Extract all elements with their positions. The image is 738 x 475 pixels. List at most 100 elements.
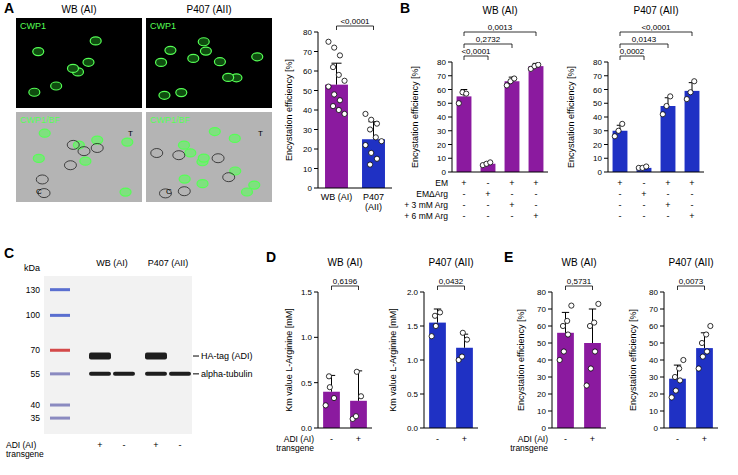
y-tick-label: 10 (303, 165, 312, 174)
cell (156, 58, 167, 66)
y-tick-label: 0.0 (407, 424, 419, 433)
data-point (432, 313, 437, 318)
y-tick (314, 428, 318, 429)
ladder-label: 40 (31, 400, 41, 410)
data-point (588, 366, 593, 371)
data-point (326, 374, 331, 379)
y-tick (660, 326, 664, 327)
y-tick-label: 0 (542, 424, 547, 433)
cell (122, 138, 133, 146)
data-point (363, 111, 368, 116)
data-point (330, 65, 335, 70)
y-tick (314, 32, 318, 33)
chart-panel: 01020304050607080Encystation efficiency … (628, 257, 718, 444)
data-point (669, 395, 674, 400)
y-tick-label: 20 (593, 141, 602, 150)
significance-bracket (438, 286, 465, 290)
cell (252, 53, 263, 61)
chart-panel: 01020304050607080Encystation efficiency … (284, 17, 392, 212)
y-tick (660, 343, 664, 344)
y-tick (548, 411, 552, 412)
text-line: transgene (510, 443, 548, 453)
data-point (704, 332, 709, 337)
p-value: 0,2732 (476, 35, 501, 44)
y-tick-label: 30 (437, 127, 446, 136)
data-point (488, 160, 493, 165)
data-point (326, 39, 331, 44)
data-point (337, 98, 342, 103)
cell-outline (91, 143, 103, 152)
band (169, 372, 191, 376)
text-line: P407 (363, 192, 384, 202)
data-point (708, 323, 713, 328)
cell (33, 154, 44, 162)
bar (456, 348, 473, 428)
cell (120, 188, 131, 196)
condition-mark: - (643, 178, 646, 188)
plot-marks (557, 301, 601, 428)
y-tick (314, 188, 318, 189)
y-tick-label: 50 (303, 87, 312, 96)
text-line: (AII) (365, 202, 382, 212)
y-tick-label: 30 (649, 373, 658, 382)
cell-marker: T (128, 129, 133, 138)
data-point (612, 134, 617, 139)
y-tick-label: 70 (593, 72, 602, 81)
y-axis-title: Encystation efficiency [%] (628, 309, 638, 411)
chart-title: P407 (AII) (633, 5, 678, 16)
p-value: 0,5731 (567, 277, 592, 286)
p-value: 0,0432 (439, 277, 464, 286)
cell-marker: C (166, 187, 172, 196)
y-tick (604, 130, 608, 131)
data-point (336, 72, 341, 77)
y-tick (448, 103, 452, 104)
condition-mark: - (463, 200, 466, 210)
cell (92, 136, 103, 144)
data-point (379, 139, 384, 144)
data-point (367, 162, 372, 167)
y-tick-label: 80 (593, 58, 602, 67)
chart-panel: 01020304050607080Encystation efficiency … (400, 0, 548, 221)
condition-mark: - (643, 211, 646, 221)
condition-mark: + (590, 434, 595, 444)
y-tick (314, 90, 318, 91)
y-tick-label: 1.5 (407, 322, 419, 331)
p-value: 0,0073 (679, 277, 704, 286)
panel-letter: E (504, 249, 513, 265)
y-tick-label: 60 (303, 67, 312, 76)
y-tick (548, 394, 552, 395)
condition-label: + 3 mM Arg (404, 200, 448, 210)
y-tick-label: 80 (437, 58, 446, 67)
cell (185, 149, 196, 157)
y-tick-label: 0.0 (301, 424, 313, 433)
y-tick-label: 0.5 (407, 390, 419, 399)
x-axis (552, 428, 606, 429)
bar (613, 131, 628, 172)
data-point (369, 150, 374, 155)
data-point (332, 92, 337, 97)
bar (457, 96, 472, 172)
y-tick-label: 40 (437, 113, 446, 122)
data-point (429, 334, 434, 339)
chart-panel: 01020304050607080Encystation efficiency … (566, 5, 704, 221)
p-value: 0,0143 (632, 35, 657, 44)
condition-mark: - (487, 178, 490, 188)
y-tick (314, 51, 318, 52)
data-point (460, 330, 465, 335)
y-tick (660, 360, 664, 361)
y-tick-label: 60 (593, 86, 602, 95)
significance-bracket (566, 286, 593, 290)
y-tick (604, 117, 608, 118)
y-axis-title: Encystation efficiency [%] (516, 309, 526, 411)
cell (90, 37, 101, 45)
y-tick (448, 89, 452, 90)
data-point (358, 394, 363, 399)
band-pointer (193, 356, 199, 357)
data-point (456, 101, 461, 106)
data-point (331, 395, 336, 400)
x-axis (452, 172, 548, 173)
panel-letter: A (4, 0, 14, 16)
y-tick-label: 0 (654, 424, 659, 433)
plot-marks (325, 39, 385, 188)
cell-outline (151, 149, 163, 158)
